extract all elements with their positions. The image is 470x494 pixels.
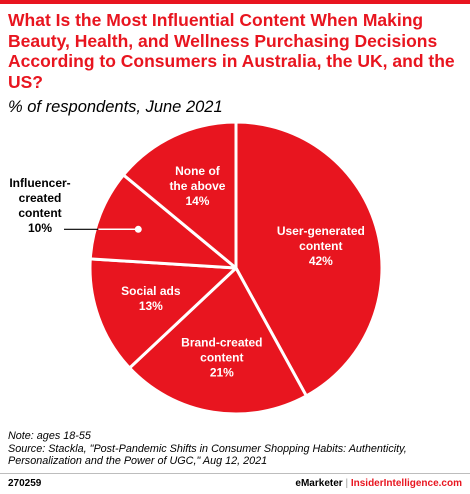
- source-text: Source: Stackla, "Post-Pandemic Shifts i…: [8, 442, 407, 468]
- callout-dot-influencer-created-content: [134, 225, 142, 233]
- label-social-ads: Social ads 13%: [121, 284, 181, 313]
- slice-user-generated-content: [234, 120, 384, 398]
- footer-brand: eMarketer | InsiderIntelligence.com: [295, 478, 462, 489]
- chart-subtitle: % of respondents, June 2021: [8, 98, 223, 116]
- pie-slices: [88, 120, 384, 416]
- note-text: Note: ages 18-55: [8, 430, 91, 442]
- pie-labels: User-generated content 42% Brand-created con…: [9, 164, 365, 379]
- chart-id: 270259: [8, 478, 42, 489]
- brand-separator: |: [345, 478, 349, 489]
- label-influencer-created-content: Influencer-created content 10%: [9, 176, 70, 235]
- brand-emarketer: eMarketer: [295, 478, 343, 489]
- label-brand-created-content: Brand-created content 21%: [181, 335, 262, 379]
- label-user-generated-content: User-generated content 42%: [277, 224, 365, 268]
- label-none-of-the-above: None of the above 14%: [169, 164, 225, 208]
- slice-brand-created-content: [128, 266, 308, 416]
- slice-influencer-created-content: [88, 173, 238, 270]
- slice-social-ads: [88, 257, 238, 370]
- brand-insider-intelligence: InsiderIntelligence.com: [350, 478, 462, 489]
- pie-chart: User-generated content 42% Brand-created con…: [9, 120, 384, 416]
- chart-notes: Note: ages 18-55 Source: Stackla, "Post-…: [8, 430, 463, 468]
- footer-rule: [0, 473, 470, 474]
- slice-none-of-the-above: [122, 120, 238, 270]
- top-rule: [0, 0, 470, 4]
- chart-title: What Is the Most Influential Content Whe…: [8, 10, 455, 92]
